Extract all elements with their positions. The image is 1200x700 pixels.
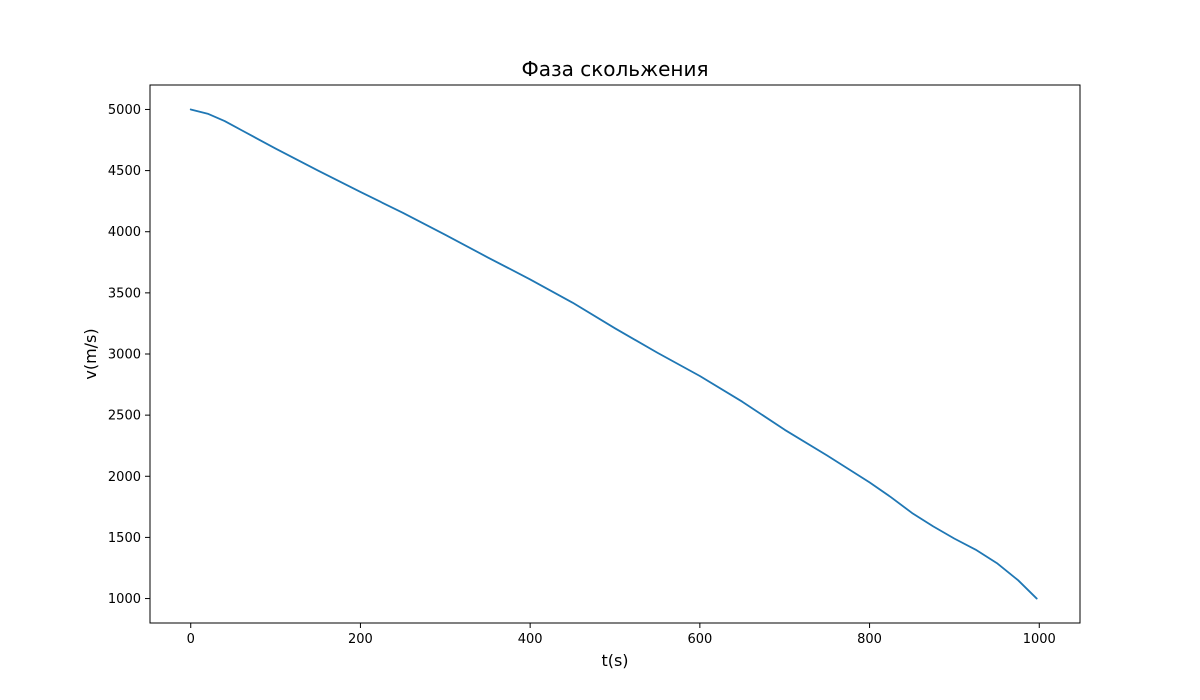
x-tick-label: 400: [518, 632, 543, 647]
x-tick-label: 200: [348, 632, 373, 647]
plot-area: [149, 84, 1081, 624]
chart-title: Фаза скольжения: [521, 57, 708, 81]
y-tick-label: 4000: [108, 225, 141, 240]
x-tick-label: 800: [857, 632, 882, 647]
x-tick-label: 1000: [1023, 632, 1056, 647]
y-axis-label: v(m/s): [81, 328, 100, 379]
y-tick-label: 5000: [108, 103, 141, 118]
x-tick-label: 0: [187, 632, 195, 647]
y-tick-label: 3000: [108, 348, 141, 363]
series-line: [189, 108, 1038, 600]
y-tick-label: 1500: [108, 531, 141, 546]
series-layer: [189, 108, 1038, 600]
y-tick-label: 3500: [108, 286, 141, 301]
y-tick-label: 4500: [108, 164, 141, 179]
y-tick-label: 2500: [108, 409, 141, 424]
y-tick-label: 1000: [108, 592, 141, 607]
y-tick-label: 2000: [108, 470, 141, 485]
x-axis-label: t(s): [601, 651, 628, 670]
y-axis: 1000 1500 2000 2500 3000 3500 4000 4500 5000: [108, 103, 150, 607]
x-tick-label: 600: [687, 632, 712, 647]
x-axis: 0 200 400 600 800 1000: [187, 623, 1056, 647]
